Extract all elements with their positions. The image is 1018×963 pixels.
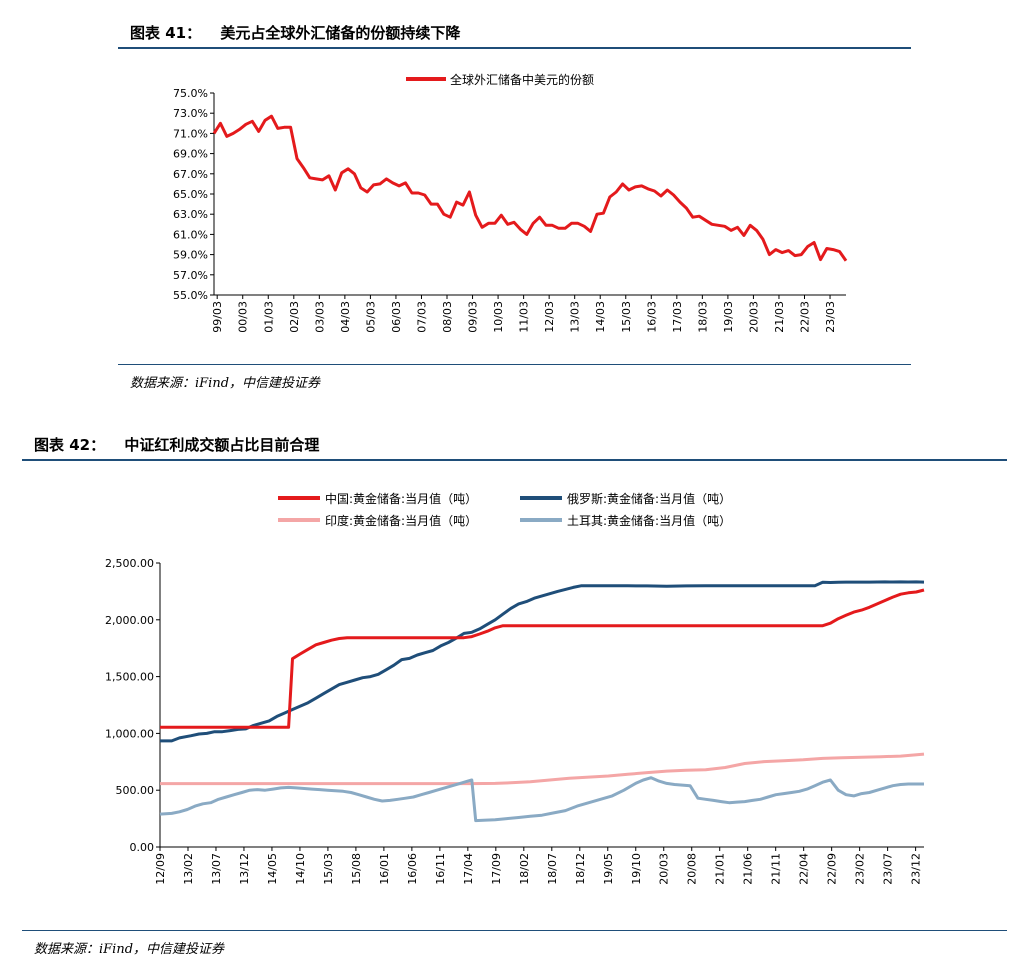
- figure42-top-rule: [22, 459, 1007, 461]
- y-tick-label: 63.0%: [173, 208, 208, 221]
- figure41-title: 图表 41： 美元占全球外汇储备的份额持续下降: [130, 22, 460, 43]
- y-tick-label: 69.0%: [173, 148, 208, 161]
- x-tick-label: 19/03: [722, 301, 735, 333]
- x-tick-label: 21/06: [742, 853, 755, 885]
- x-tick-label: 01/03: [262, 301, 275, 333]
- y-tick-label: 2,000.00: [105, 614, 154, 627]
- figure41-top-rule: [118, 47, 911, 49]
- x-tick-label: 04/03: [339, 301, 352, 333]
- x-tick-label: 18/03: [696, 301, 709, 333]
- y-tick-label: 75.0%: [173, 87, 208, 100]
- x-tick-label: 18/07: [546, 853, 559, 885]
- x-tick-label: 23/07: [882, 853, 895, 885]
- y-tick-label: 59.0%: [173, 249, 208, 262]
- y-tick-label: 55.0%: [173, 289, 208, 302]
- y-tick-label: 0.00: [130, 841, 155, 854]
- y-tick-label: 500.00: [116, 784, 155, 797]
- x-tick-label: 22/09: [826, 853, 839, 885]
- series-line-3: [159, 776, 924, 823]
- legend-label-0: 中国:黄金储备:当月值（吨）: [325, 491, 477, 506]
- series-line-2: [160, 752, 925, 786]
- x-tick-label: 21/01: [714, 853, 727, 885]
- x-tick-label: 17/04: [462, 853, 475, 885]
- y-tick-label: 67.0%: [173, 168, 208, 181]
- x-tick-label: 16/03: [645, 301, 658, 333]
- x-tick-label: 16/01: [378, 853, 391, 885]
- x-tick-label: 22/04: [798, 853, 811, 885]
- x-tick-label: 14/05: [266, 853, 279, 885]
- x-tick-label: 06/03: [390, 301, 403, 333]
- x-tick-label: 20/03: [658, 853, 671, 885]
- x-tick-label: 21/11: [770, 853, 783, 885]
- y-tick-label: 73.0%: [173, 107, 208, 120]
- legend-label-0: 全球外汇储备中美元的份额: [450, 72, 594, 87]
- figure41-heading: 美元占全球外汇储备的份额持续下降: [220, 24, 461, 42]
- figure42-label: 图表 42：: [34, 436, 106, 454]
- x-tick-label: 20/03: [747, 301, 760, 333]
- x-tick-label: 13/12: [238, 853, 251, 885]
- x-tick-label: 07/03: [415, 301, 428, 333]
- x-tick-label: 16/06: [406, 853, 419, 885]
- x-tick-label: 00/03: [237, 301, 250, 333]
- figure41-label: 图表 41：: [130, 24, 202, 42]
- x-tick-label: 08/03: [441, 301, 454, 333]
- x-tick-label: 13/07: [210, 853, 223, 885]
- x-tick-label: 17/09: [490, 853, 503, 885]
- x-tick-label: 21/03: [773, 301, 786, 333]
- x-tick-label: 22/03: [799, 301, 812, 333]
- figure42-source: 数据来源：iFind，中信建投证券: [34, 942, 225, 957]
- x-tick-label: 23/03: [824, 301, 837, 333]
- x-tick-label: 03/03: [313, 301, 326, 333]
- x-tick-label: 02/03: [288, 301, 301, 333]
- legend-label-3: 土耳其:黄金储备:当月值（吨）: [567, 513, 731, 528]
- x-tick-label: 23/02: [854, 853, 867, 885]
- legend-label-1: 俄罗斯:黄金储备:当月值（吨）: [567, 491, 731, 506]
- figure42-title: 图表 42： 中证红利成交额占比目前合理: [34, 434, 319, 455]
- x-tick-label: 09/03: [467, 301, 480, 333]
- x-tick-label: 12/09: [154, 853, 167, 885]
- y-tick-label: 1,000.00: [105, 727, 154, 740]
- legend-label-2: 印度:黄金储备:当月值（吨）: [325, 513, 477, 528]
- x-tick-label: 05/03: [364, 301, 377, 333]
- x-tick-label: 14/10: [294, 853, 307, 885]
- x-tick-label: 15/08: [350, 853, 363, 885]
- y-tick-label: 1,500.00: [105, 671, 154, 684]
- series-line-1: [160, 580, 925, 743]
- x-tick-label: 17/03: [671, 301, 684, 333]
- x-tick-label: 12/03: [543, 301, 556, 333]
- x-tick-label: 13/02: [182, 853, 195, 885]
- figure41-source: 数据来源：iFind，中信建投证券: [130, 376, 321, 391]
- x-tick-label: 23/12: [910, 853, 923, 885]
- figure42-bottom-rule: [22, 930, 1007, 931]
- x-tick-label: 99/03: [211, 301, 224, 333]
- series-line-0: [160, 588, 925, 729]
- x-tick-label: 16/11: [434, 853, 447, 885]
- y-tick-label: 57.0%: [173, 269, 208, 282]
- y-tick-label: 61.0%: [173, 228, 208, 241]
- x-tick-label: 19/05: [602, 853, 615, 885]
- x-tick-label: 18/02: [518, 853, 531, 885]
- figure41-bottom-rule: [118, 364, 911, 365]
- x-tick-label: 10/03: [492, 301, 505, 333]
- y-tick-label: 65.0%: [173, 188, 208, 201]
- x-tick-label: 20/08: [686, 853, 699, 885]
- x-tick-label: 19/10: [630, 853, 643, 885]
- y-tick-label: 71.0%: [173, 127, 208, 140]
- x-tick-label: 11/03: [518, 301, 531, 333]
- x-tick-label: 14/03: [594, 301, 607, 333]
- x-tick-label: 13/03: [569, 301, 582, 333]
- series-line-0: [212, 114, 848, 262]
- figure42-heading: 中证红利成交额占比目前合理: [124, 436, 320, 454]
- x-tick-label: 15/03: [322, 853, 335, 885]
- y-tick-label: 2,500.00: [105, 557, 154, 570]
- x-tick-label: 15/03: [620, 301, 633, 333]
- x-tick-label: 18/12: [574, 853, 587, 885]
